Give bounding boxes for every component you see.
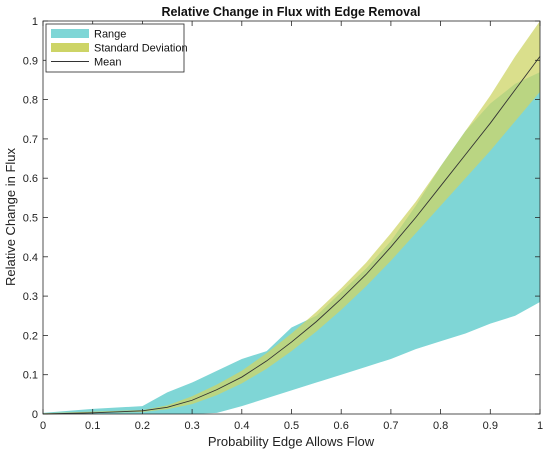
ticks: 0 0.1 0.2 0.3 0.4 0.5 0.6 0.7 0.8 0.9 1 0 0.1 0.2 0.3 0… bbox=[23, 16, 543, 432]
legend-label-range: Range bbox=[94, 29, 126, 41]
y-tick-label: 0.1 bbox=[23, 370, 38, 382]
x-tick-label: 0.5 bbox=[284, 420, 299, 432]
legend-swatch-std bbox=[51, 43, 89, 52]
legend-swatch-range bbox=[51, 29, 89, 38]
y-tick-label: 0.2 bbox=[23, 330, 38, 342]
x-tick-label: 0 bbox=[40, 420, 46, 432]
y-tick-label: 0.6 bbox=[23, 173, 38, 185]
y-tick-label: 0.9 bbox=[23, 55, 38, 67]
x-tick-label: 0.8 bbox=[433, 420, 448, 432]
y-tick-label: 1 bbox=[32, 16, 38, 28]
y-tick-label: 0.3 bbox=[23, 291, 38, 303]
x-tick-label: 0.9 bbox=[483, 420, 498, 432]
y-axis-title: Relative Change in Flux bbox=[3, 147, 18, 286]
y-tick-label: 0 bbox=[32, 409, 38, 421]
x-tick-label: 0.6 bbox=[334, 420, 349, 432]
plot-area bbox=[42, 21, 541, 415]
legend-label-mean: Mean bbox=[94, 57, 122, 69]
y-tick-label: 0.7 bbox=[23, 134, 38, 146]
y-tick-label: 0.8 bbox=[23, 95, 38, 107]
x-tick-label: 1 bbox=[537, 420, 543, 432]
x-tick-label: 0.1 bbox=[85, 420, 100, 432]
x-tick-label: 0.2 bbox=[135, 420, 150, 432]
y-tick-label: 0.4 bbox=[23, 252, 38, 264]
chart-title: Relative Change in Flux with Edge Remova… bbox=[161, 5, 420, 19]
y-tick-label: 0.5 bbox=[23, 213, 38, 225]
band-range bbox=[43, 72, 540, 414]
mean-line bbox=[42, 56, 541, 415]
legend: Range Standard Deviation Mean bbox=[45, 23, 188, 73]
x-tick-label: 0.3 bbox=[184, 420, 199, 432]
x-axis-title: Probability Edge Allows Flow bbox=[208, 434, 375, 449]
x-tick-label: 0.7 bbox=[383, 420, 398, 432]
band-std bbox=[43, 21, 540, 414]
legend-label-std: Standard Deviation bbox=[94, 43, 188, 55]
x-tick-label: 0.4 bbox=[234, 420, 249, 432]
